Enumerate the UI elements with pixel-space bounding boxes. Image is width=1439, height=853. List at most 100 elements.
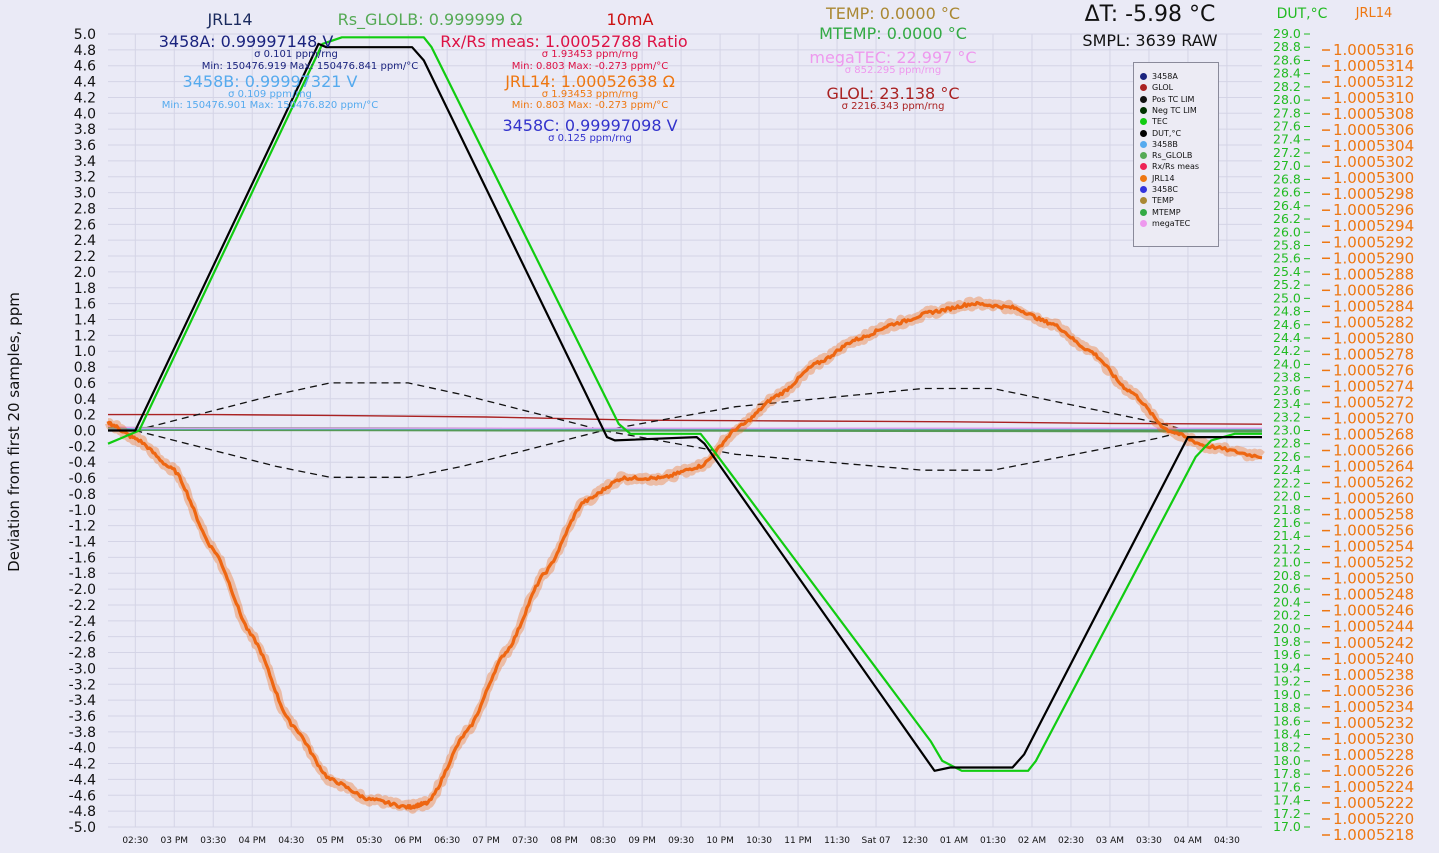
megatec-sigma: σ 852.295 ppm/rng xyxy=(844,65,942,76)
y3-tick-label: 1.0005272 xyxy=(1333,393,1414,411)
y-tick-label: 3.8 xyxy=(74,122,96,138)
y3-axis-ticks: 1.00053161.00053141.00053121.00053101.00… xyxy=(1322,41,1414,844)
x-tick-label: 07 PM xyxy=(472,836,500,846)
y3-tick-label: 1.0005228 xyxy=(1333,746,1414,764)
series-glol xyxy=(108,413,1263,425)
y2-tick-label: 20.2 xyxy=(1273,608,1301,623)
y2-tick-label: 19.8 xyxy=(1273,634,1301,649)
series-jrl14-band xyxy=(104,296,1265,814)
y-tick-label: -5.0 xyxy=(69,820,96,836)
y2-tick-label: 24.8 xyxy=(1273,304,1301,319)
y2-tick-label: 26.8 xyxy=(1273,171,1301,186)
series-dut-c xyxy=(108,42,1262,772)
y-tick-label: -2.2 xyxy=(69,598,96,614)
y3-tick-label: 1.0005270 xyxy=(1333,409,1414,427)
y2-tick-label: 20.8 xyxy=(1273,568,1301,583)
legend-label: DUT,°C xyxy=(1152,128,1182,138)
y-tick-label: -4.4 xyxy=(69,772,96,788)
y-tick-label: -1.8 xyxy=(69,566,96,582)
y2-tick-label: 28.0 xyxy=(1273,92,1301,107)
legend-label: TEC xyxy=(1152,117,1168,127)
y2-tick-label: 24.2 xyxy=(1273,343,1301,358)
y2-tick-label: 22.4 xyxy=(1273,462,1301,477)
y2-tick-label: 20.6 xyxy=(1273,581,1301,596)
legend-item: megaTEC xyxy=(1140,218,1190,229)
y3-tick-label: 1.0005222 xyxy=(1333,794,1414,812)
y-tick-label: 0.0 xyxy=(74,424,96,440)
y3-tick-label: 1.0005316 xyxy=(1333,41,1414,59)
y-axis-label: Deviation from first 20 samples, ppm xyxy=(5,292,23,572)
y-tick-label: -0.4 xyxy=(69,455,96,471)
x-axis-ticks: 02:30 03 PM 03:30 04 PM 04:30 05 PM 05:30 06 PM… xyxy=(122,836,1240,846)
y-tick-label: -0.6 xyxy=(69,471,96,487)
y3-tick-label: 1.0005300 xyxy=(1333,169,1414,187)
legend-label: Pos TC LIM xyxy=(1152,94,1195,104)
y3-tick-label: 1.0005290 xyxy=(1333,249,1414,267)
jrl14-sigma: σ 1.93453 ppm/rng xyxy=(541,89,639,100)
y2-tick-label: 25.8 xyxy=(1273,237,1301,252)
3458c-readout: 3458C: 0.99997098 V xyxy=(502,116,678,135)
y2-axis-ticks: 29.028.828.628.428.228.027.827.627.427.2… xyxy=(1273,26,1310,834)
y3-tick-label: 1.0005284 xyxy=(1333,297,1414,315)
y2-tick-label: 21.4 xyxy=(1273,528,1301,543)
y-tick-label: -1.6 xyxy=(69,550,96,566)
y2-tick-label: 24.6 xyxy=(1273,317,1301,332)
y3-tick-label: 1.0005296 xyxy=(1333,201,1414,219)
y3-tick-label: 1.0005266 xyxy=(1333,442,1414,460)
jrl14-readout: JRL14: 1.00052638 Ω xyxy=(505,72,675,91)
y2-tick-label: 23.8 xyxy=(1273,370,1301,385)
y2-tick-label: 23.0 xyxy=(1273,423,1301,438)
series-neg-tc-lim xyxy=(135,429,1189,478)
x-tick-label: 04:30 xyxy=(1214,836,1240,846)
x-tick-label: 01 AM xyxy=(940,836,968,846)
y3-tick-label: 1.0005260 xyxy=(1333,490,1414,508)
series-tec xyxy=(107,36,1262,772)
legend-label: 3458B xyxy=(1152,139,1178,149)
legend-swatch xyxy=(1140,118,1147,126)
y-tick-label: -3.2 xyxy=(69,677,96,693)
y-tick-label: -3.8 xyxy=(69,725,96,741)
y-tick-label: 4.0 xyxy=(74,106,96,122)
rxrs-readout: Rx/Rs meas: 1.00052788 Ratio xyxy=(440,32,688,51)
y-tick-label: -1.0 xyxy=(69,503,96,519)
y2-tick-label: 22.2 xyxy=(1273,475,1301,490)
y2-tick-label: 19.6 xyxy=(1273,647,1301,662)
3458b-readout: 3458B: 0.99997321 V xyxy=(182,72,358,91)
glol-readout: GLOL: 23.138 °C xyxy=(826,84,960,103)
legend-label: JRL14 xyxy=(1152,173,1175,183)
x-tick-label: 08:30 xyxy=(590,836,616,846)
y2-tick-label: 25.2 xyxy=(1273,277,1301,292)
legend-item: 3458B xyxy=(1140,139,1178,150)
y2-tick-label: 21.8 xyxy=(1273,502,1301,517)
legend-item: GLOL xyxy=(1140,82,1173,93)
3458b-minmax: Min: 150476.901 Max: 150476.820 ppm/°C xyxy=(161,100,379,111)
jrl14-title: JRL14 xyxy=(207,10,253,29)
y-tick-label: 1.8 xyxy=(74,281,96,297)
y-tick-label: -1.2 xyxy=(69,519,96,535)
y3-tick-label: 1.0005234 xyxy=(1333,698,1414,716)
y3-tick-label: 1.0005312 xyxy=(1333,73,1414,91)
y3-tick-label: 1.0005276 xyxy=(1333,361,1414,379)
x-tick-label: 04 PM xyxy=(238,836,266,846)
y2-tick-label: 20.4 xyxy=(1273,594,1301,609)
y2-tick-label: 29.0 xyxy=(1273,26,1301,41)
legend-item: TEMP xyxy=(1140,195,1174,206)
y2-tick-label: 18.0 xyxy=(1273,753,1301,768)
3458b-sigma: σ 0.109 ppm/rng xyxy=(228,89,312,100)
y3-tick-label: 1.0005262 xyxy=(1333,474,1414,492)
y3-tick-label: 1.0005250 xyxy=(1333,570,1414,588)
legend-item: MTEMP xyxy=(1140,207,1181,218)
x-tick-label: 01:30 xyxy=(980,836,1006,846)
legend-swatch xyxy=(1140,174,1147,182)
y-tick-label: 3.0 xyxy=(74,186,96,202)
x-tick-label: 02:30 xyxy=(122,836,148,846)
y2-tick-label: 28.4 xyxy=(1273,66,1301,81)
y2-tick-label: 18.6 xyxy=(1273,713,1301,728)
legend-item: Rx/Rs meas xyxy=(1140,161,1199,172)
legend-swatch xyxy=(1140,152,1147,160)
y3-tick-label: 1.0005244 xyxy=(1333,618,1414,636)
y3-tick-label: 1.0005224 xyxy=(1333,778,1414,796)
series-megatec xyxy=(107,425,1262,429)
current-readout: 10mA xyxy=(606,10,654,29)
y2-tick-label: 18.8 xyxy=(1273,700,1301,715)
